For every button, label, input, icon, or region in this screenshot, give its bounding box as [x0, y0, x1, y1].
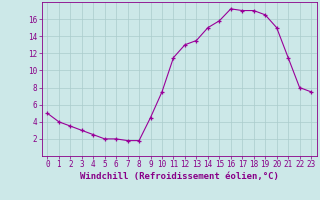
X-axis label: Windchill (Refroidissement éolien,°C): Windchill (Refroidissement éolien,°C) — [80, 172, 279, 181]
